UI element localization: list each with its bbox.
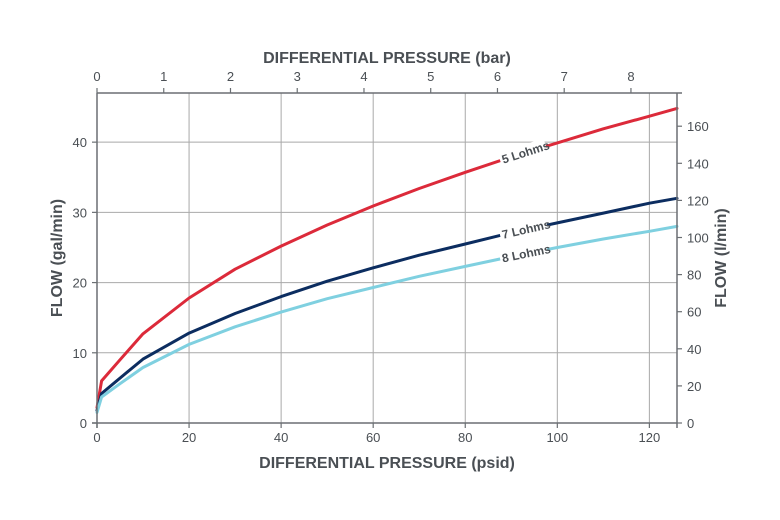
curve-label-8-lohms: 8 Lohms (498, 241, 552, 267)
x2-tick-label: 6 (494, 69, 501, 84)
y2-tick-label: 100 (687, 231, 709, 246)
y-tick-label: 0 (80, 416, 87, 431)
y-tick-label: 10 (73, 346, 87, 361)
x-axis-title: DIFFERENTIAL PRESSURE (psid) (259, 455, 515, 472)
y-tick-label: 40 (73, 135, 87, 150)
x-tick-label: 20 (182, 430, 196, 445)
x2-tick-label: 5 (427, 69, 434, 84)
curve-label-bg (497, 138, 549, 169)
plot-frame (92, 88, 682, 428)
y-tick-label: 30 (73, 205, 87, 220)
x2-tick-label: 2 (227, 69, 234, 84)
curve-label-bg (498, 216, 549, 244)
curve-label-7-lohms: 7 Lohms (498, 216, 553, 244)
series-line-5-lohms (95, 106, 679, 410)
series-line-7-lohms (95, 196, 679, 412)
y2-tick-label: 140 (687, 156, 709, 171)
x-tick-label: 120 (639, 430, 661, 445)
curve-label-text: 8 Lohms (501, 242, 552, 266)
x2-axis-title: DIFFERENTIAL PRESSURE (bar) (263, 50, 511, 67)
x-tick-label: 0 (93, 430, 100, 445)
y2-tick-label: 0 (687, 416, 694, 431)
curve-label-text: 7 Lohms (501, 217, 553, 242)
x2-tick-label: 8 (627, 69, 634, 84)
x2-tick-label: 0 (93, 69, 100, 84)
y2-tick-label: 40 (687, 342, 701, 357)
y2-tick-label: 120 (687, 193, 709, 208)
x-tick-label: 80 (458, 430, 472, 445)
y2-tick-label: 160 (687, 119, 709, 134)
x2-tick-label: 4 (360, 69, 367, 84)
y2-axis-title: FLOW (l/min) (713, 208, 730, 308)
x-tick-label: 60 (366, 430, 380, 445)
y2-tick-label: 80 (687, 268, 701, 283)
series-layer (95, 106, 679, 414)
grid (97, 93, 677, 423)
y-axis-title: FLOW (gal/min) (49, 199, 66, 317)
x-tick-label: 40 (274, 430, 288, 445)
y-tick-label: 20 (73, 276, 87, 291)
y2-tick-label: 20 (687, 379, 701, 394)
x2-tick-label: 3 (294, 69, 301, 84)
x2-tick-label: 1 (160, 69, 167, 84)
x2-tick-label: 7 (561, 69, 568, 84)
series-line-8-lohms (95, 224, 679, 414)
curve-label-bg (498, 241, 549, 267)
x-tick-label: 100 (546, 430, 568, 445)
y2-tick-label: 60 (687, 305, 701, 320)
